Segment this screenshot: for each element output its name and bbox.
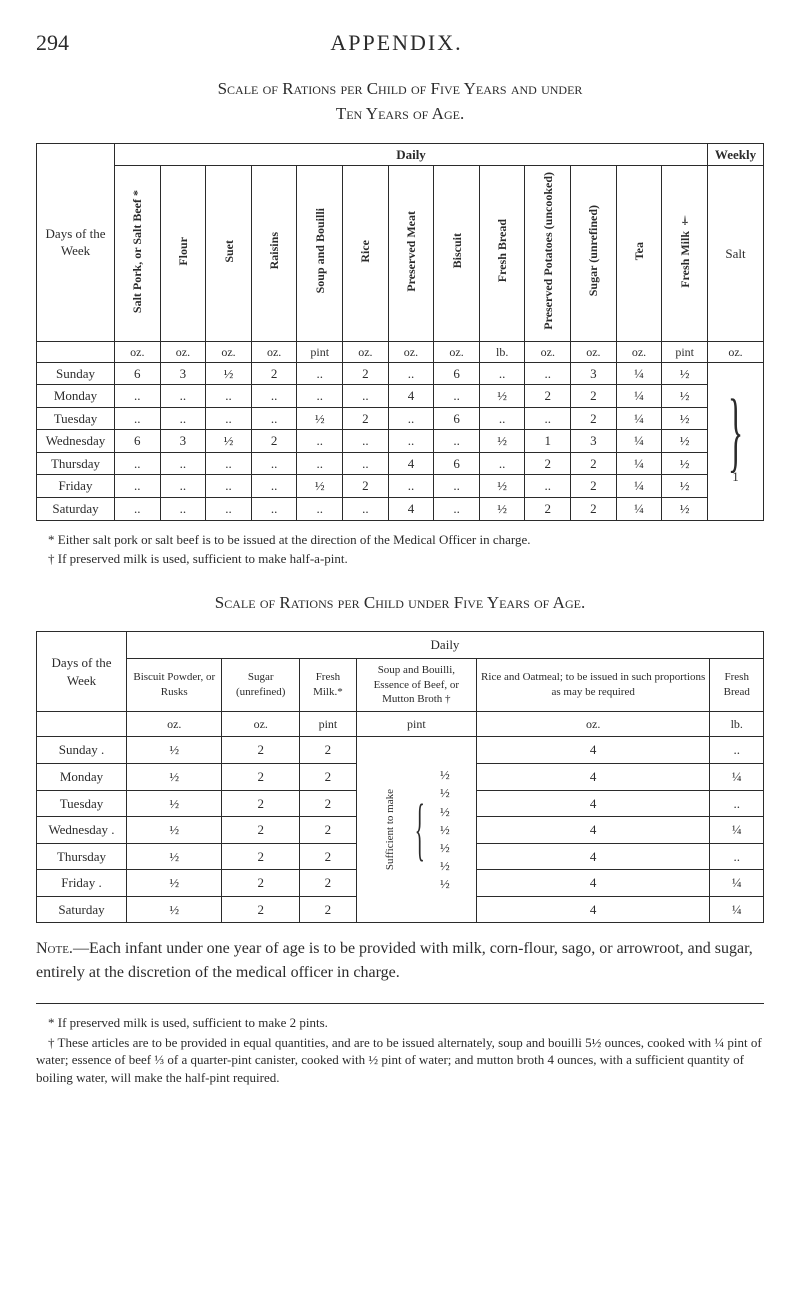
t1-u-8: lb.	[479, 341, 525, 362]
title1-line1: Scale of Rations per Child of Five Years…	[218, 79, 583, 98]
t2-soup-cell: Sufficient to make { ½ ½ ½ ½ ½ ½ ½	[356, 737, 476, 923]
rations-table-1: Days of the Week Daily Weekly Salt Pork,…	[36, 143, 764, 521]
t1-day-5: Friday	[37, 475, 115, 498]
t1-h-1: Flour	[177, 233, 189, 270]
t2-h-2: Fresh Milk.*	[299, 658, 356, 712]
running-head: APPENDIX.	[69, 28, 724, 58]
t2-units-row: oz. oz. pint pint oz. lb.	[37, 712, 764, 737]
t1-day-0: Sunday	[37, 362, 115, 385]
t1-h-0: Salt Pork, or Salt Beef *	[131, 186, 143, 317]
t1-day-1: Monday	[37, 385, 115, 408]
footnote-star-1: * Either salt pork or salt beef is to be…	[36, 531, 764, 549]
t2-h-4: Rice and Oatmeal; to be issued in such p…	[476, 658, 710, 712]
table-row: Saturday ............4..½22¼½	[37, 498, 764, 521]
t1-h-7: Biscuit	[451, 229, 463, 272]
t2-day-1: Monday	[37, 763, 127, 790]
t1-u-10: oz.	[571, 341, 617, 362]
t2-u-0: oz.	[127, 712, 222, 737]
brace-icon: {	[415, 783, 425, 878]
table-row: Wednesday 63½2........½13¼½	[37, 430, 764, 453]
t1-h-12: Fresh Milk †	[679, 210, 691, 292]
table-row: Tuesday ........½2..6....2¼½	[37, 407, 764, 430]
t1-day-6: Saturday	[37, 498, 115, 521]
t1-day-2: Tuesday	[37, 407, 115, 430]
t1-h-3: Raisins	[268, 228, 280, 273]
table-row: Sunday . ½ 2 2 Sufficient to make { ½ ½ …	[37, 737, 764, 764]
sufficient-label: Sufficient to make	[383, 789, 398, 870]
table-row: Sunday 63½2..2..6....3¼½ } 1	[37, 362, 764, 385]
t1-h-4: Soup and Bouilli	[314, 204, 326, 297]
t2-header-row: Biscuit Powder, or Rusks Sugar (unrefine…	[37, 658, 764, 712]
t1-h-5: Rice	[359, 236, 371, 267]
t1-weekly-spanner: Weekly	[708, 143, 764, 166]
t2-daily-spanner: Daily	[127, 632, 764, 659]
t2-u-4: oz.	[476, 712, 710, 737]
t1-units-row: oz. oz. oz. oz. pint oz. oz. oz. lb. oz.…	[37, 341, 764, 362]
t2-day-4: Thursday	[37, 843, 127, 870]
scale-title-2: Scale of Rations per Child under Five Ye…	[36, 590, 764, 616]
t2-u-1: oz.	[222, 712, 300, 737]
t1-header-row: Salt Pork, or Salt Beef * Flour Suet Rai…	[37, 166, 764, 341]
t2-u-2: pint	[299, 712, 356, 737]
t1-u-12: pint	[662, 341, 708, 362]
t2-h-5: Fresh Bread	[710, 658, 764, 712]
t2-days-header: Days of the Week	[37, 632, 127, 712]
title1-line2: Ten Years of Age.	[336, 104, 464, 123]
t2-h-0: Biscuit Powder, or Rusks	[127, 658, 222, 712]
footnote-dagger-1: † If preserved milk is used, sufficient …	[36, 550, 764, 568]
t1-h-2: Suet	[223, 236, 235, 267]
table-row: Thursday ............46..22¼½	[37, 452, 764, 475]
t2-soup-values: ½ ½ ½ ½ ½ ½ ½	[440, 766, 450, 893]
t1-u-7: oz.	[434, 341, 480, 362]
t1-salt-header: Salt	[708, 166, 764, 341]
footnote-star-2: * If preserved milk is used, sufficient …	[36, 1014, 764, 1032]
page-number: 294	[36, 28, 69, 58]
t1-h-6: Preserved Meat	[405, 207, 417, 296]
t1-salt-cell: } 1	[708, 362, 764, 520]
t2-u-3: pint	[356, 712, 476, 737]
t1-h-8: Fresh Bread	[496, 215, 508, 286]
t2-h-3: Soup and Bouilli, Essence of Beef, or Mu…	[356, 658, 476, 712]
t1-h-11: Tea	[633, 238, 645, 264]
footnotes-2: * If preserved milk is used, sufficient …	[36, 1014, 764, 1086]
t2-day-5: Friday .	[37, 870, 127, 897]
table-row: Friday ........½2....½..2¼½	[37, 475, 764, 498]
t1-day-3: Wednesday	[37, 430, 115, 453]
t1-daily-spanner: Daily	[115, 143, 708, 166]
t1-u-11: oz.	[616, 341, 662, 362]
t1-u-3: oz.	[251, 341, 297, 362]
t1-u-4: pint	[297, 341, 343, 362]
t1-days-header: Days of the Week	[37, 143, 115, 341]
footnote-dagger-2: † These articles are to be provided in e…	[36, 1034, 764, 1087]
separator-rule	[36, 1003, 764, 1004]
t1-u-5: oz.	[343, 341, 389, 362]
t2-u-5: lb.	[710, 712, 764, 737]
scale-title-1: Scale of Rations per Child of Five Years…	[36, 76, 764, 127]
table-row: Monday ............4..½22¼½	[37, 385, 764, 408]
t1-day-4: Thursday	[37, 452, 115, 475]
t1-u-9: oz.	[525, 341, 571, 362]
rations-table-2: Days of the Week Daily Biscuit Powder, o…	[36, 631, 764, 923]
t1-u-2: oz.	[206, 341, 252, 362]
t1-h-10: Sugar (unrefined)	[587, 201, 599, 300]
t1-u-13: oz.	[708, 341, 764, 362]
t2-day-3: Wednesday .	[37, 817, 127, 844]
t1-h-9: Preserved Potatoes (uncooked)	[542, 168, 554, 334]
brace-icon: }	[728, 396, 743, 468]
note-text: Each infant under one year of age is to …	[36, 940, 753, 981]
t2-day-2: Tuesday	[37, 790, 127, 817]
t2-h-1: Sugar (unrefined)	[222, 658, 300, 712]
t1-u-0: oz.	[115, 341, 161, 362]
t2-day-6: Saturday	[37, 896, 127, 923]
t1-u-1: oz.	[160, 341, 206, 362]
note-paragraph: Note.—Each infant under one year of age …	[36, 937, 764, 985]
t2-day-0: Sunday .	[37, 737, 127, 764]
t1-u-6: oz.	[388, 341, 434, 362]
footnotes-1: * Either salt pork or salt beef is to be…	[36, 531, 764, 568]
